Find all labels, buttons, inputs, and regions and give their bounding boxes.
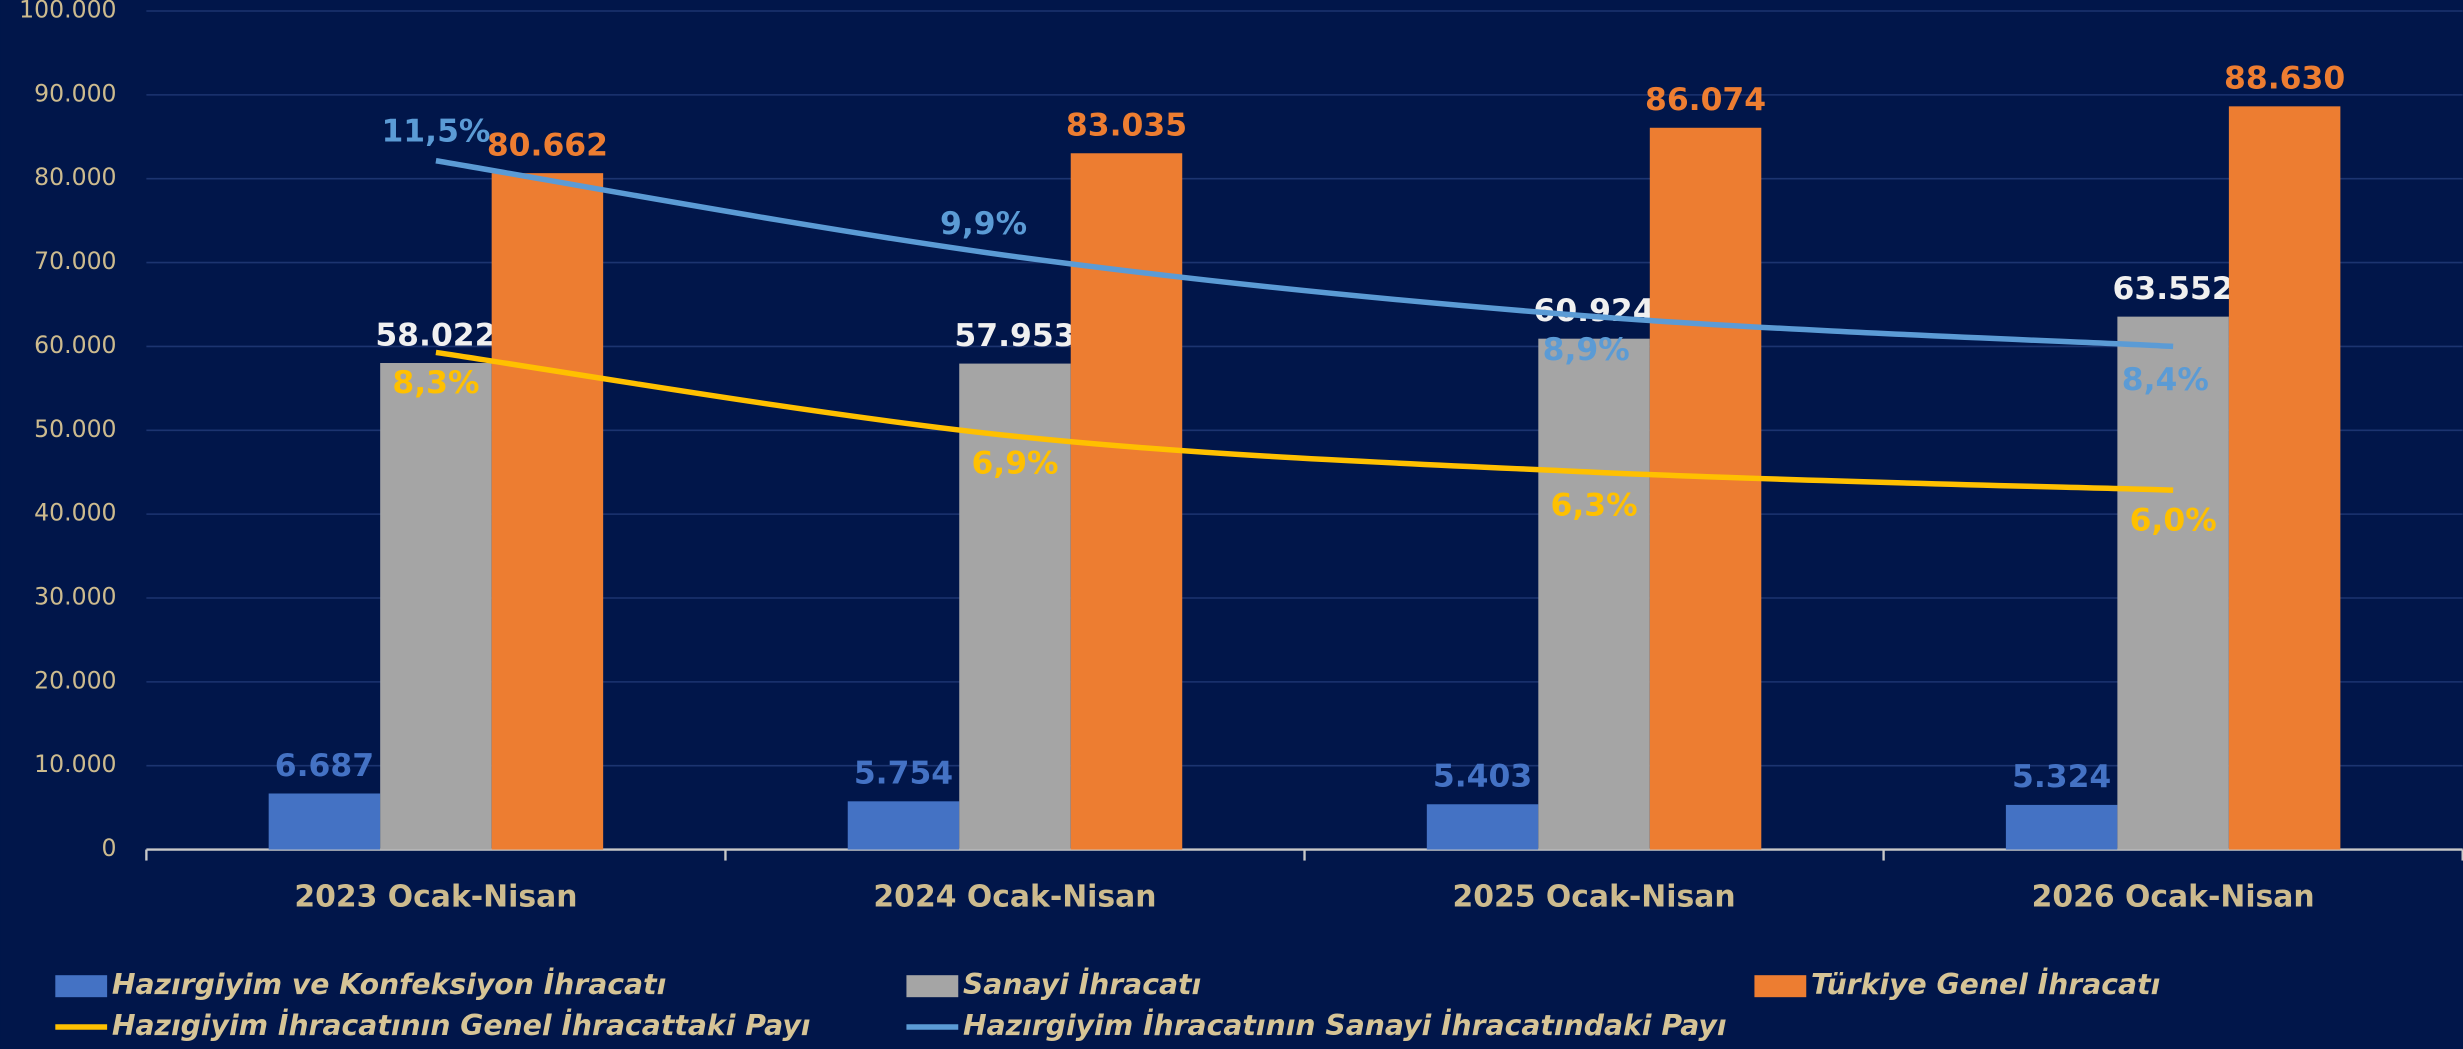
legend-label: Hazırgiyim ve Konfeksiyon İhracatı <box>112 967 666 1001</box>
bar <box>2117 316 2229 850</box>
line-value-label: 11,5% <box>381 113 490 149</box>
bar <box>2228 106 2341 850</box>
bar-value-label: 86.074 <box>1645 82 1766 118</box>
bar-value-label: 83.035 <box>1066 108 1187 144</box>
line-value-label: 8,9% <box>1543 332 1630 368</box>
y-tick-label: 60.000 <box>34 331 116 359</box>
line-value-label: 8,3% <box>392 365 479 401</box>
bar <box>959 363 1071 850</box>
line-value-label: 6,0% <box>2130 503 2217 539</box>
bar <box>1426 804 1539 850</box>
bar-value-label: 63.552 <box>2113 271 2234 307</box>
bar-value-label: 80.662 <box>487 127 608 163</box>
bar-value-label: 88.630 <box>2224 61 2345 97</box>
y-tick-label: 70.000 <box>34 247 116 275</box>
x-tick-label: 2026 Ocak-Nisan <box>2032 880 2315 915</box>
bar-value-label: 5.403 <box>1433 759 1532 795</box>
legend-swatch <box>1754 975 1807 998</box>
y-tick-label: 90.000 <box>34 79 116 107</box>
line <box>435 158 2174 350</box>
bar-value-label: 5.324 <box>2012 759 2111 795</box>
y-tick-label: 30.000 <box>34 582 116 610</box>
legend-swatch <box>906 975 959 998</box>
x-tick-label: 2025 Ocak-Nisan <box>1453 880 1736 915</box>
bar-value-label: 57.953 <box>954 318 1075 354</box>
bar <box>268 793 381 850</box>
line-value-label: 8,4% <box>2122 362 2209 398</box>
bar <box>380 363 492 850</box>
bar-value-label: 58.022 <box>375 317 496 353</box>
line-value-label: 6,3% <box>1551 488 1638 524</box>
line <box>435 349 2174 493</box>
line-value-label: 6,9% <box>971 446 1058 482</box>
legend-label: Hazıgiyim İhracatının Genel İhracattaki … <box>112 1008 811 1042</box>
legend-swatch <box>55 975 108 998</box>
x-tick-label: 2023 Ocak-Nisan <box>294 880 577 915</box>
bar-value-label: 5.754 <box>854 756 953 792</box>
y-tick-label: 40.000 <box>34 499 116 527</box>
legend-label: Sanayi İhracatı <box>963 967 1201 1001</box>
y-tick-label: 80.000 <box>34 163 116 191</box>
bar <box>1649 127 1762 850</box>
y-tick-label: 20.000 <box>34 666 116 694</box>
legend-label: Türkiye Genel İhracatı <box>1811 967 2160 1001</box>
y-tick-label: 50.000 <box>34 415 116 443</box>
bar <box>491 173 604 850</box>
y-tick-label: 10.000 <box>34 750 116 778</box>
line-value-label: 9,9% <box>940 206 1027 242</box>
bar-value-label: 6.687 <box>275 748 374 784</box>
y-tick-label: 100.000 <box>19 0 116 23</box>
x-tick-label: 2024 Ocak-Nisan <box>873 880 1156 915</box>
legend-label: Hazırgiyim İhracatının Sanayi İhracatınd… <box>963 1008 1727 1042</box>
bar <box>2005 804 2118 850</box>
bar <box>1538 338 1650 850</box>
bar <box>847 801 960 850</box>
bar <box>1070 153 1183 850</box>
y-tick-label: 0 <box>102 834 117 862</box>
